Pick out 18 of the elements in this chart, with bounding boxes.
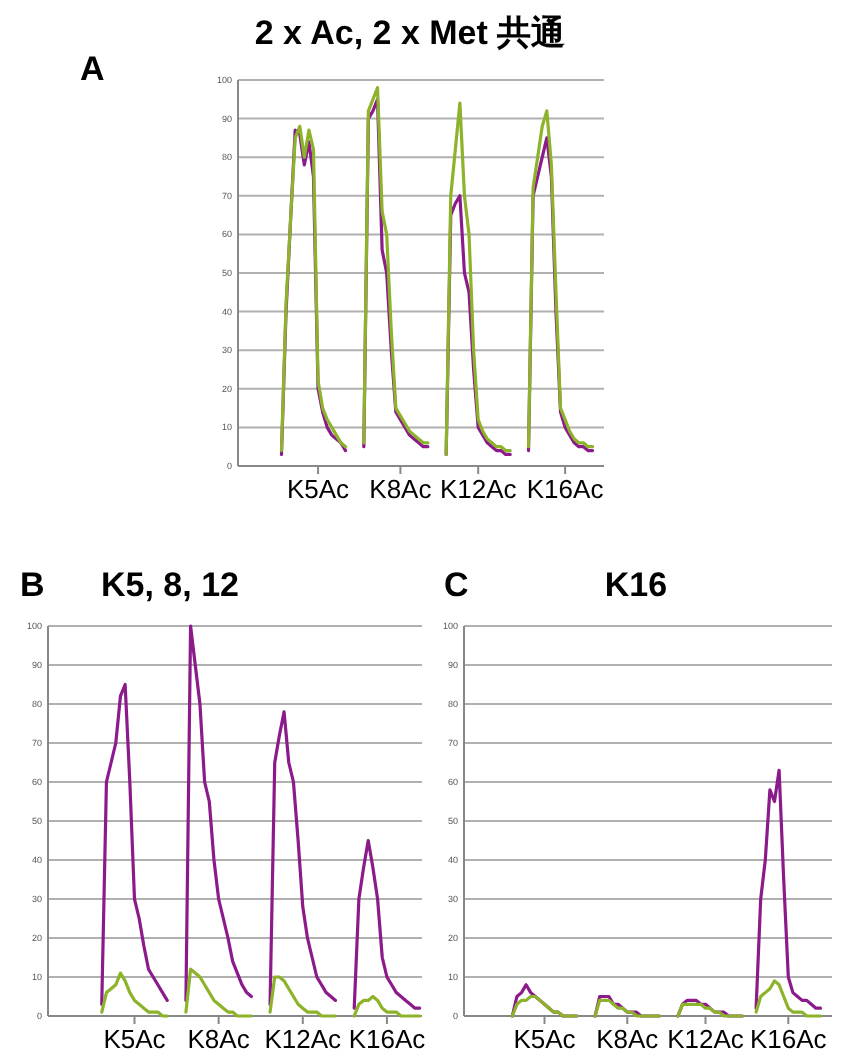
chart-title: K5, 8, 12 [101, 566, 239, 604]
x-tick-label: K5Ac [103, 1024, 167, 1054]
text: B [20, 566, 45, 604]
x-tick-label: K12Ac [439, 474, 518, 504]
x-tick-label: K12Ac [264, 1024, 343, 1054]
chart-title: 2 x Ac, 2 x Met 共通 [254, 14, 566, 52]
x-tick-label: K16Ac [526, 474, 605, 504]
x-tick-label: K5Ac [513, 1024, 577, 1054]
text: C [444, 566, 469, 604]
x-tick-label: K16Ac [348, 1024, 427, 1054]
x-tick-label: K12Ac [667, 1024, 745, 1054]
x-tick-label: K16Ac [749, 1024, 828, 1054]
x-tick-label: K8Ac [369, 474, 433, 504]
chart-title: K16 [604, 566, 668, 604]
x-tick-label: K8Ac [187, 1024, 251, 1054]
x-tick-label: K8Ac [596, 1024, 660, 1054]
text: A [80, 50, 105, 88]
x-tick-label: K5Ac [286, 474, 351, 504]
